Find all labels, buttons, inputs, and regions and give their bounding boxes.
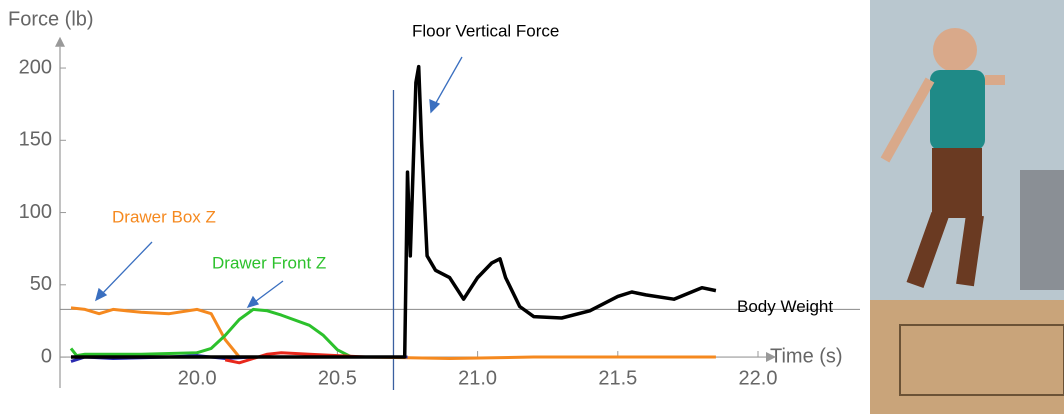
body-weight-label: Body Weight [737, 297, 833, 316]
x-tick-label: 20.5 [318, 367, 357, 389]
y-tick-label: 0 [41, 345, 52, 367]
x-tick-label: 21.5 [598, 367, 637, 389]
x-axis-label: Time (s) [770, 345, 843, 367]
y-tick-label: 50 [30, 273, 52, 295]
x-tick-label: 20.0 [178, 367, 217, 389]
y-axis-label: Force (lb) [8, 8, 94, 30]
y-tick-label: 200 [19, 56, 52, 78]
y-axis-arrow [55, 37, 65, 47]
x-tick-label: 21.0 [458, 367, 497, 389]
x-tick-label: 22.0 [739, 367, 778, 389]
series-label: Drawer Front Z [212, 253, 326, 272]
y-tick-label: 150 [19, 129, 52, 151]
series-label: Drawer Box Z [112, 207, 216, 226]
y-tick-label: 100 [19, 201, 52, 223]
chart: Force (lb) Time (s) 0 50 100 150 200 20.0 20.5… [0, 0, 1064, 414]
series-label: Floor Vertical Force [412, 21, 559, 40]
photo [870, 0, 1064, 414]
